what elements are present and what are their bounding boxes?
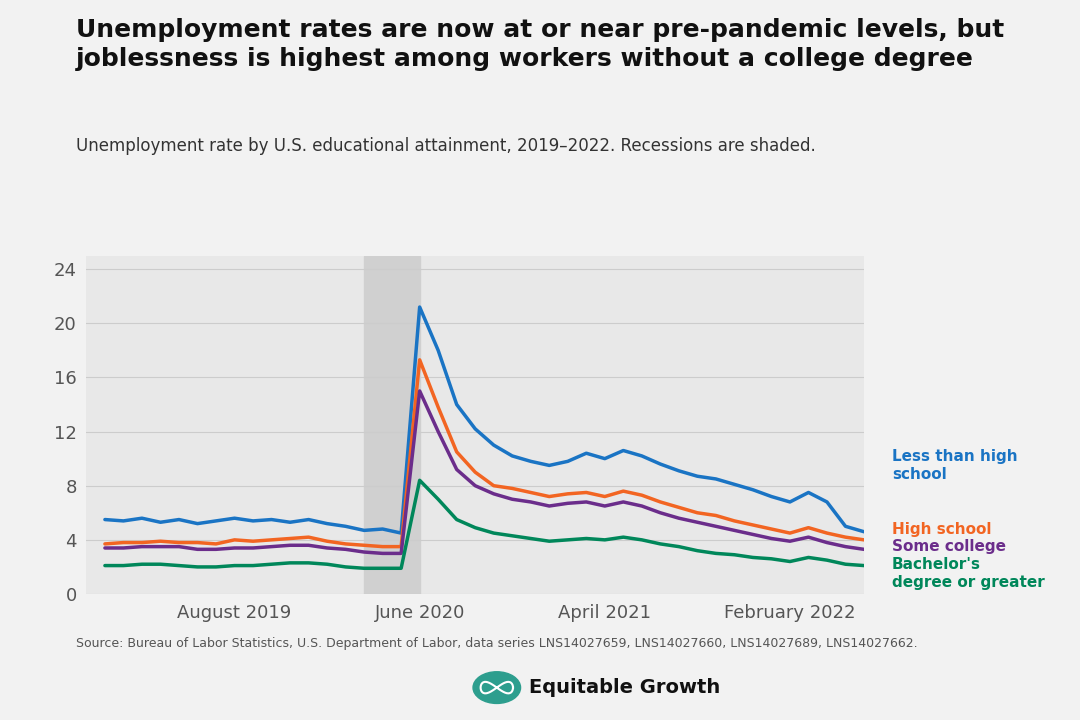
Text: Source: Bureau of Labor Statistics, U.S. Department of Labor, data series LNS140: Source: Bureau of Labor Statistics, U.S.… <box>76 637 917 650</box>
Text: Unemployment rates are now at or near pre-pandemic levels, but
joblessness is hi: Unemployment rates are now at or near pr… <box>76 18 1003 71</box>
Text: Bachelor's
degree or greater: Bachelor's degree or greater <box>892 557 1044 590</box>
Text: Equitable Growth: Equitable Growth <box>529 678 720 697</box>
Text: Unemployment rate by U.S. educational attainment, 2019–2022. Recessions are shad: Unemployment rate by U.S. educational at… <box>76 137 815 155</box>
Text: Some college: Some college <box>892 539 1005 554</box>
Bar <box>364 256 420 594</box>
Text: High school: High school <box>892 521 991 536</box>
Text: Less than high
school: Less than high school <box>892 449 1017 482</box>
